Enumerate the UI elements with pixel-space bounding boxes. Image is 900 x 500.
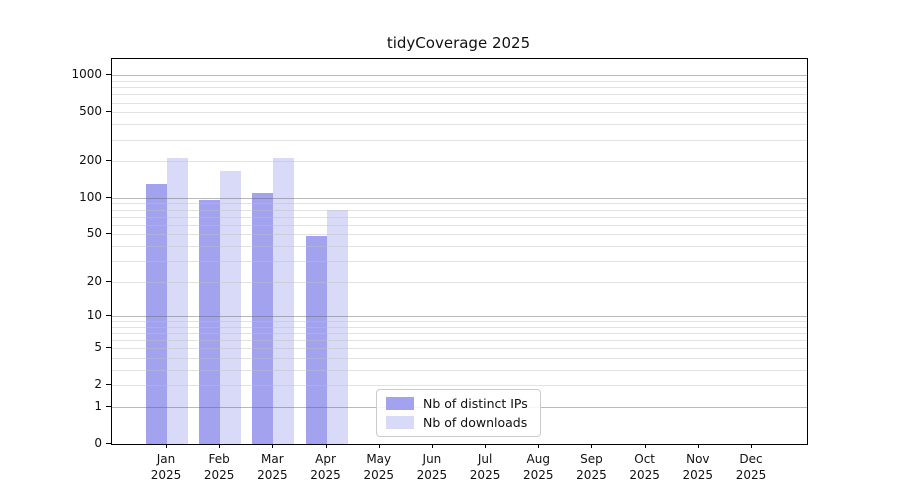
legend-entry-downloads: Nb of downloads (386, 415, 528, 430)
gridline-minor-500 (112, 112, 807, 114)
legend-swatch-ips-icon (386, 397, 414, 410)
y-tick-label-50: 50 (86, 226, 102, 241)
y-tick-mark-100 (106, 196, 111, 198)
gridline-minor-8 (112, 326, 807, 328)
y-tick-mark-2 (106, 384, 111, 386)
gridline-minor-300 (112, 139, 807, 141)
x-tick-label-jul: Jul 2025 (469, 452, 501, 482)
y-tick-mark-0 (106, 443, 111, 444)
y-tick-mark-200 (106, 160, 111, 162)
y-tick-mark-50 (106, 233, 111, 235)
y-tick-label-10: 10 (86, 308, 102, 323)
x-tick-mark-jan (166, 444, 167, 448)
x-tick-label-oct: Oct 2025 (629, 452, 660, 482)
bar-ips-apr (305, 236, 327, 444)
gridline-minor-20 (112, 281, 807, 283)
legend-entry-ips: Nb of distinct IPs (386, 396, 528, 411)
gridline-minor-800 (112, 87, 807, 89)
x-tick-label-jun: Jun 2025 (416, 452, 448, 482)
y-tick-label-1: 1 (94, 399, 102, 414)
gridline-major-100 (112, 197, 807, 199)
gridline-minor-9 (112, 321, 807, 323)
gridline-minor-900 (112, 81, 807, 82)
bar-ips-feb (199, 200, 221, 444)
gridline-minor-2 (112, 385, 807, 387)
legend-label-downloads: Nb of downloads (423, 415, 528, 430)
plot-area: Nb of distinct IPs Nb of downloads (111, 58, 808, 445)
grid-layer (112, 59, 807, 444)
bar-downloads-mar (273, 158, 295, 444)
gridline-minor-60 (112, 224, 807, 226)
y-tick-label-100: 100 (79, 189, 102, 204)
gridline-minor-50 (112, 234, 807, 236)
gridline-minor-5 (112, 348, 807, 350)
gridline-minor-200 (112, 161, 807, 163)
bar-ips-jan (146, 183, 167, 444)
y-tick-label-0: 0 (94, 436, 102, 450)
legend: Nb of distinct IPs Nb of downloads (376, 389, 541, 437)
x-tick-label-mar: Mar 2025 (257, 452, 288, 482)
gridline-minor-70 (112, 216, 807, 218)
y-tick-mark-20 (106, 280, 111, 282)
x-tick-label-feb: Feb 2025 (203, 452, 235, 482)
gridline-minor-3 (112, 370, 807, 372)
y-tick-label-1000: 1000 (71, 67, 102, 82)
x-tick-label-jan: Jan 2025 (150, 452, 182, 482)
gridline-minor-7 (112, 333, 807, 335)
y-tick-mark-10 (106, 315, 111, 317)
x-tick-mark-apr (325, 444, 327, 448)
x-tick-mark-mar (272, 444, 274, 448)
bar-ips-mar (252, 192, 274, 444)
bars-layer (112, 59, 807, 444)
chart-title: tidyCoverage 2025 (386, 34, 531, 52)
x-tick-mark-sep (591, 444, 593, 448)
gridline-minor-4 (112, 358, 807, 360)
y-tick-label-200: 200 (79, 153, 102, 168)
y-tick-mark-5 (106, 347, 111, 349)
x-tick-label-sep: Sep 2025 (576, 452, 607, 482)
bar-downloads-apr (326, 209, 348, 444)
x-tick-mark-oct (644, 444, 646, 448)
y-tick-label-500: 500 (79, 104, 102, 119)
y-tick-mark-1 (106, 406, 111, 408)
y-tick-mark-1000 (106, 74, 111, 76)
x-tick-mark-nov (697, 444, 699, 448)
x-tick-label-apr: Apr 2025 (310, 452, 341, 482)
gridline-major-1000 (112, 75, 807, 77)
bar-downloads-feb (220, 171, 242, 444)
gridline-minor-400 (112, 124, 807, 126)
gridline-major-10 (112, 316, 807, 318)
x-tick-mark-jul (485, 444, 487, 448)
x-tick-label-nov: Nov 2025 (682, 452, 714, 482)
legend-swatch-downloads-icon (386, 416, 414, 429)
x-tick-label-may: May 2025 (363, 452, 394, 482)
x-tick-mark-jun (431, 444, 433, 448)
bar-downloads-jan (167, 158, 188, 444)
x-tick-mark-aug (538, 444, 540, 448)
gridline-minor-40 (112, 245, 807, 247)
legend-label-ips: Nb of distinct IPs (423, 396, 528, 411)
x-tick-mark-dec (751, 444, 752, 448)
gridline-minor-90 (112, 203, 807, 205)
gridline-minor-600 (112, 102, 807, 104)
gridline-minor-700 (112, 94, 807, 96)
gridline-minor-6 (112, 340, 807, 342)
y-tick-label-2: 2 (94, 377, 102, 392)
gridline-minor-30 (112, 260, 807, 262)
x-tick-mark-may (378, 444, 380, 448)
x-tick-mark-feb (219, 444, 221, 448)
x-tick-label-dec: Dec 2025 (735, 452, 767, 482)
y-tick-label-5: 5 (94, 340, 102, 355)
y-tick-label-20: 20 (86, 273, 102, 288)
gridline-minor-80 (112, 209, 807, 211)
x-tick-label-aug: Aug 2025 (522, 452, 554, 482)
y-tick-mark-500 (106, 111, 111, 113)
